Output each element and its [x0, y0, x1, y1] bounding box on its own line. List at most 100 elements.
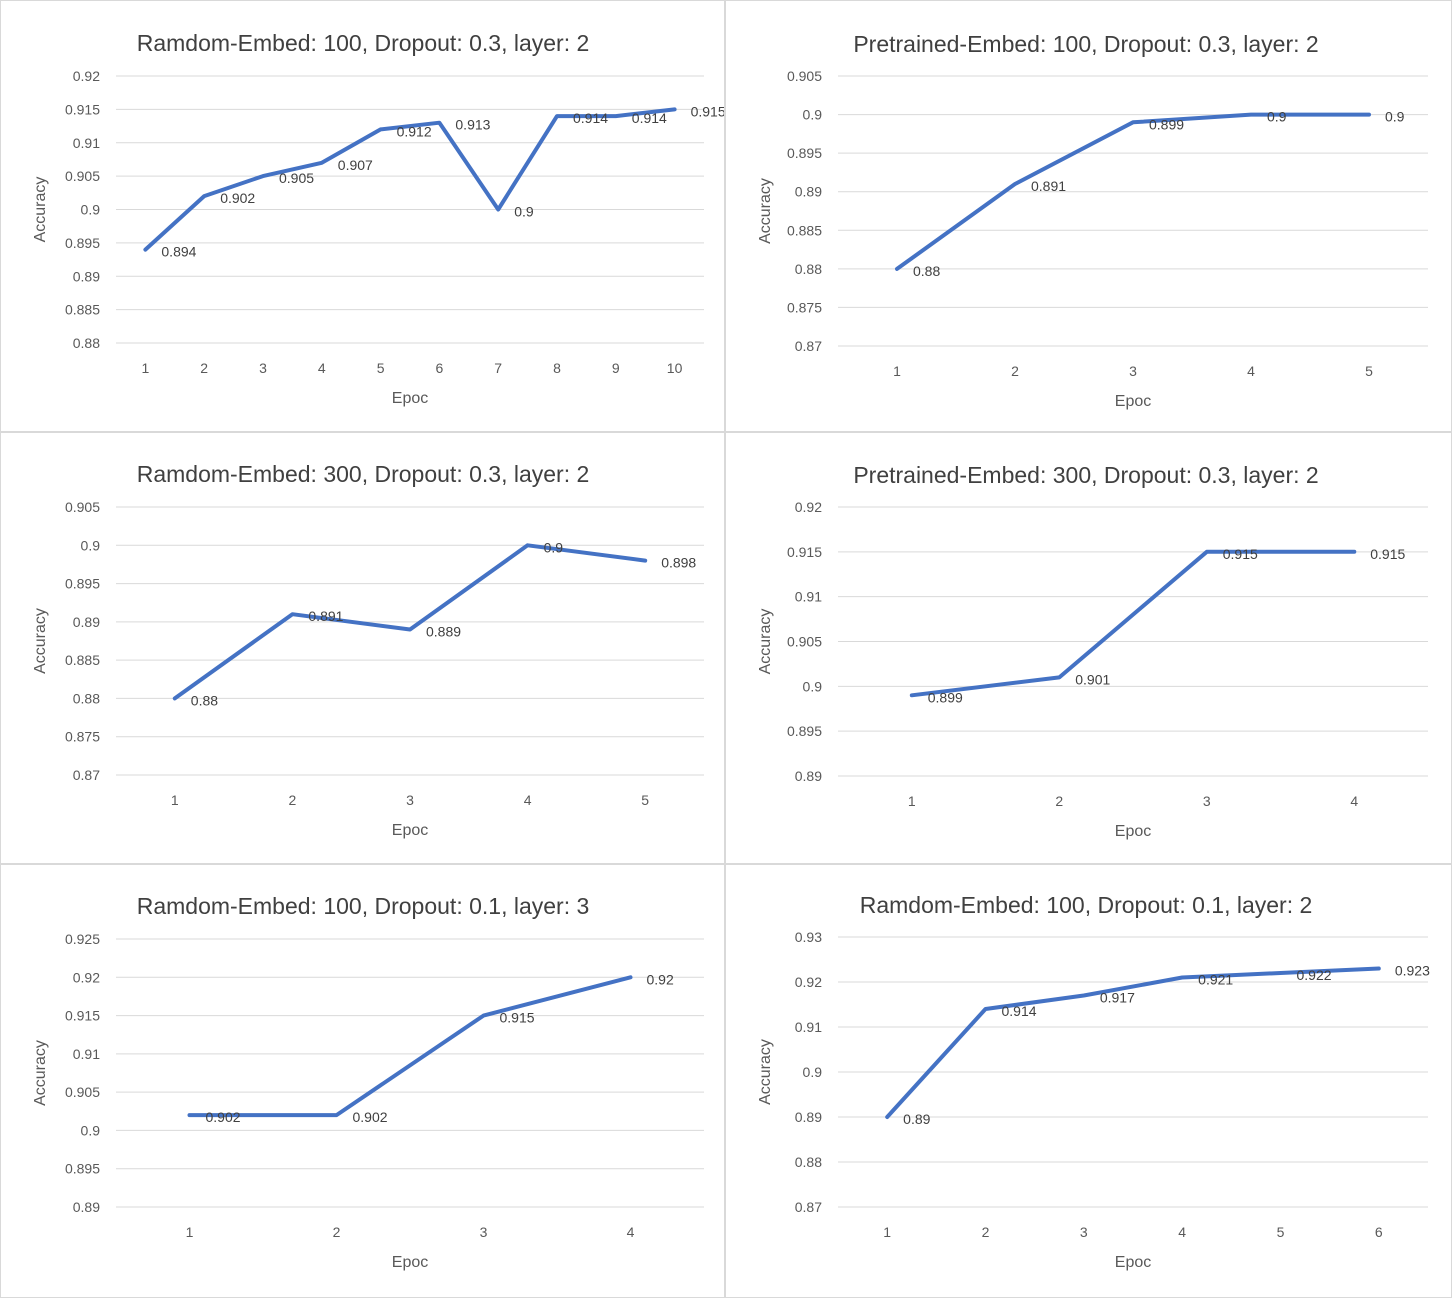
data-label: 0.9 [1385, 109, 1405, 125]
y-tick-label: 0.9 [81, 537, 101, 553]
data-label: 0.922 [1297, 967, 1332, 983]
data-label: 0.905 [279, 170, 314, 186]
x-tick-label: 3 [1129, 363, 1137, 379]
x-tick-label: 2 [333, 1224, 341, 1240]
data-label: 0.914 [573, 110, 608, 126]
y-tick-label: 0.915 [65, 101, 100, 117]
data-label: 0.902 [206, 1109, 241, 1125]
y-tick-label: 0.88 [73, 690, 100, 706]
chart-title: Ramdom-Embed: 100, Dropout: 0.3, layer: … [137, 30, 590, 56]
y-tick-label: 0.905 [787, 68, 822, 84]
x-tick-label: 4 [627, 1224, 635, 1240]
y-tick-label: 0.88 [73, 335, 100, 351]
data-label: 0.902 [220, 190, 255, 206]
y-tick-label: 0.915 [65, 1008, 100, 1024]
x-tick-label: 9 [612, 360, 620, 376]
chart-panel-4: Pretrained-Embed: 300, Dropout: 0.3, lay… [725, 432, 1452, 864]
y-tick-label: 0.925 [65, 931, 100, 947]
y-tick-label: 0.885 [65, 652, 100, 668]
data-label: 0.914 [632, 110, 667, 126]
data-label: 0.9 [1267, 109, 1287, 125]
y-tick-label: 0.885 [65, 302, 100, 318]
data-label: 0.894 [161, 244, 196, 260]
data-label: 0.899 [928, 689, 963, 705]
chart-panel-6: Ramdom-Embed: 100, Dropout: 0.1, layer: … [725, 864, 1452, 1298]
x-tick-label: 1 [883, 1224, 891, 1240]
data-label: 0.915 [1370, 546, 1405, 562]
x-tick-label: 3 [259, 360, 267, 376]
x-tick-label: 5 [1277, 1224, 1285, 1240]
y-tick-label: 0.915 [787, 544, 822, 560]
x-axis-title: Epoc [392, 390, 428, 407]
y-tick-label: 0.875 [65, 729, 100, 745]
chart-panel-3: Ramdom-Embed: 300, Dropout: 0.3, layer: … [0, 432, 725, 864]
y-tick-label: 0.88 [795, 261, 822, 277]
x-tick-label: 2 [982, 1224, 990, 1240]
x-tick-label: 6 [1375, 1224, 1383, 1240]
x-tick-label: 2 [1011, 363, 1019, 379]
x-tick-label: 3 [406, 792, 414, 808]
y-tick-label: 0.92 [795, 499, 822, 515]
y-tick-label: 0.91 [795, 1019, 822, 1035]
chart-svg-4: Pretrained-Embed: 300, Dropout: 0.3, lay… [757, 462, 1428, 840]
x-tick-label: 10 [667, 360, 683, 376]
chart-svg-3: Ramdom-Embed: 300, Dropout: 0.3, layer: … [32, 461, 704, 839]
y-tick-label: 0.89 [795, 1109, 822, 1125]
x-tick-label: 2 [289, 792, 297, 808]
chart-title: Ramdom-Embed: 300, Dropout: 0.3, layer: … [137, 461, 590, 487]
y-tick-label: 0.9 [803, 107, 823, 123]
data-label: 0.921 [1198, 972, 1233, 988]
x-tick-label: 5 [641, 792, 649, 808]
y-tick-label: 0.87 [795, 338, 822, 354]
data-label: 0.92 [647, 971, 674, 987]
data-label: 0.9 [544, 539, 564, 555]
chart-panel-2: Pretrained-Embed: 100, Dropout: 0.3, lay… [725, 0, 1452, 432]
y-axis-title: Accuracy [757, 609, 774, 675]
y-tick-label: 0.9 [803, 1064, 823, 1080]
y-tick-label: 0.895 [65, 235, 100, 251]
x-tick-label: 5 [377, 360, 385, 376]
y-tick-label: 0.9 [803, 678, 823, 694]
x-tick-label: 4 [1247, 363, 1255, 379]
x-tick-label: 1 [908, 793, 916, 809]
y-tick-label: 0.895 [65, 576, 100, 592]
x-axis-title: Epoc [1115, 393, 1151, 410]
chart-svg-2: Pretrained-Embed: 100, Dropout: 0.3, lay… [757, 31, 1428, 410]
y-tick-label: 0.895 [787, 723, 822, 739]
y-axis-title: Accuracy [757, 178, 774, 244]
series-line [895, 112, 1371, 271]
y-tick-label: 0.91 [73, 135, 100, 151]
y-tick-label: 0.92 [795, 974, 822, 990]
chart-title: Ramdom-Embed: 100, Dropout: 0.1, layer: … [137, 893, 590, 919]
x-tick-label: 2 [200, 360, 208, 376]
chart-title: Ramdom-Embed: 100, Dropout: 0.1, layer: … [860, 892, 1313, 918]
x-axis-title: Epoc [1115, 823, 1151, 840]
y-tick-label: 0.87 [795, 1199, 822, 1215]
chart-panel-1: Ramdom-Embed: 100, Dropout: 0.3, layer: … [0, 0, 725, 432]
data-label: 0.901 [1075, 671, 1110, 687]
x-axis-title: Epoc [1115, 1254, 1151, 1271]
data-label: 0.88 [191, 692, 218, 708]
y-tick-label: 0.9 [81, 202, 101, 218]
x-tick-label: 3 [1203, 793, 1211, 809]
data-label: 0.9 [514, 204, 534, 220]
chart-svg-6: Ramdom-Embed: 100, Dropout: 0.1, layer: … [757, 892, 1430, 1271]
data-label: 0.891 [1031, 178, 1066, 194]
x-tick-label: 8 [553, 360, 561, 376]
y-tick-label: 0.91 [73, 1046, 100, 1062]
x-tick-label: 4 [1178, 1224, 1186, 1240]
series-line [909, 549, 1357, 698]
data-label: 0.913 [455, 117, 490, 133]
y-tick-label: 0.905 [787, 634, 822, 650]
data-label: 0.907 [338, 157, 373, 173]
y-tick-label: 0.91 [795, 589, 822, 605]
y-tick-label: 0.89 [73, 1199, 100, 1215]
series-line [143, 107, 677, 252]
x-tick-label: 4 [524, 792, 532, 808]
x-tick-label: 3 [1080, 1224, 1088, 1240]
y-tick-label: 0.875 [787, 299, 822, 315]
y-axis-title: Accuracy [32, 1040, 49, 1106]
x-tick-label: 2 [1055, 793, 1063, 809]
y-tick-label: 0.905 [65, 499, 100, 515]
series-line [187, 975, 633, 1118]
